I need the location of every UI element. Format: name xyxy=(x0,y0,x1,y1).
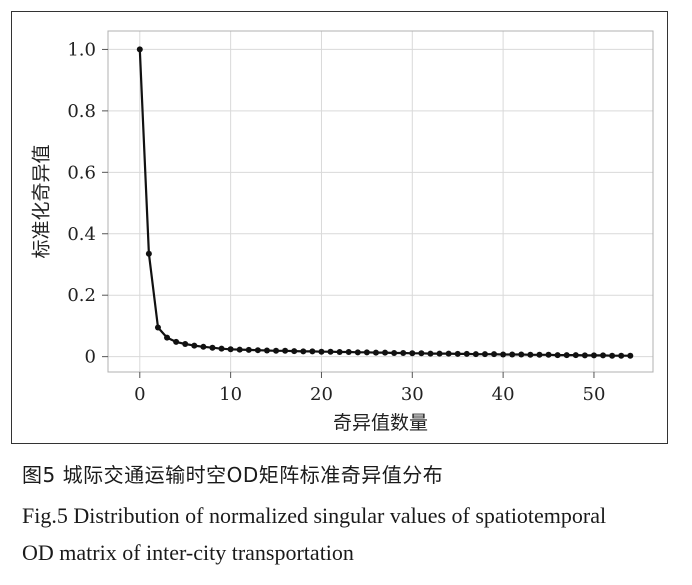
data-point xyxy=(590,352,597,359)
figure-caption-english-line2: OD matrix of inter-city transportation xyxy=(22,540,354,565)
data-point xyxy=(136,46,143,53)
data-point xyxy=(463,350,470,357)
data-point xyxy=(563,352,570,359)
data-point xyxy=(472,351,479,358)
data-point xyxy=(263,347,270,354)
data-point xyxy=(427,350,434,357)
x-axis-label: 奇异值数量 xyxy=(333,412,428,434)
data-point xyxy=(236,346,243,353)
data-point xyxy=(254,347,261,354)
series-layer xyxy=(136,46,634,359)
grid-layer xyxy=(108,31,653,372)
data-point xyxy=(318,348,325,355)
data-point xyxy=(209,344,216,351)
plot-area-border xyxy=(107,30,654,373)
data-point xyxy=(345,349,352,356)
tick-layer: 0 10 20 30 40 50 0 0.2 0.4 0.6 0.8 1.0 xyxy=(67,39,605,405)
data-point xyxy=(609,352,616,359)
x-tick-label: 40 xyxy=(492,384,515,405)
data-point xyxy=(372,349,379,356)
data-point xyxy=(618,352,625,359)
data-point xyxy=(454,350,461,357)
series-line xyxy=(138,49,631,357)
data-point xyxy=(600,352,607,359)
data-point xyxy=(518,351,525,358)
data-point xyxy=(354,349,361,356)
x-tick-label: 0 xyxy=(134,384,145,405)
x-tick-label: 30 xyxy=(401,384,424,405)
data-point xyxy=(227,346,234,353)
x-tick-label: 50 xyxy=(583,384,606,405)
data-point xyxy=(581,352,588,359)
singular-value-chart: 0 10 20 30 40 50 0 0.2 0.4 0.6 0.8 1.0 奇异值数量 标准化奇异值 xyxy=(31,30,654,434)
data-point xyxy=(382,349,389,356)
data-point xyxy=(409,350,416,357)
data-point xyxy=(445,350,452,357)
data-point xyxy=(491,351,498,358)
data-point xyxy=(536,351,543,358)
data-point xyxy=(164,334,171,341)
data-point xyxy=(509,351,516,358)
data-point xyxy=(391,349,398,356)
data-point xyxy=(282,347,289,354)
y-tick-label: 1.0 xyxy=(67,39,96,60)
y-tick-label: 0.6 xyxy=(67,162,96,183)
data-point xyxy=(545,351,552,358)
x-tick-label: 10 xyxy=(219,384,242,405)
data-point xyxy=(418,350,425,357)
data-point xyxy=(554,352,561,359)
data-point xyxy=(481,351,488,358)
data-point xyxy=(300,348,307,355)
data-point xyxy=(273,347,280,354)
data-point xyxy=(200,343,207,350)
data-point xyxy=(145,250,152,257)
data-point xyxy=(309,348,316,355)
data-point xyxy=(363,349,370,356)
y-tick-label: 0.8 xyxy=(67,101,96,122)
data-point xyxy=(291,348,298,355)
data-point xyxy=(527,351,534,358)
figure-caption-chinese: 图5 城际交通运输时空OD矩阵标准奇异值分布 xyxy=(22,463,444,487)
data-point xyxy=(173,338,180,345)
data-point xyxy=(436,350,443,357)
figure-caption-english-line1: Fig.5 Distribution of normalized singula… xyxy=(22,503,607,528)
x-tick-label: 20 xyxy=(310,384,333,405)
y-tick-label: 0.4 xyxy=(67,224,96,245)
data-point xyxy=(182,341,189,348)
data-point xyxy=(245,346,252,353)
data-point xyxy=(336,349,343,356)
data-point xyxy=(327,348,334,355)
data-point xyxy=(218,345,225,352)
y-tick-label: 0 xyxy=(85,347,96,368)
data-point xyxy=(572,352,579,359)
y-tick-label: 0.2 xyxy=(67,285,96,306)
data-point xyxy=(191,342,198,349)
data-point xyxy=(500,351,507,358)
data-point xyxy=(154,324,161,331)
data-point xyxy=(400,349,407,356)
y-axis-label: 标准化奇异值 xyxy=(31,144,53,258)
data-point xyxy=(627,352,634,359)
figure-frame: 0 10 20 30 40 50 0 0.2 0.4 0.6 0.8 1.0 奇异值数量 标准化奇异值 xyxy=(11,11,668,444)
